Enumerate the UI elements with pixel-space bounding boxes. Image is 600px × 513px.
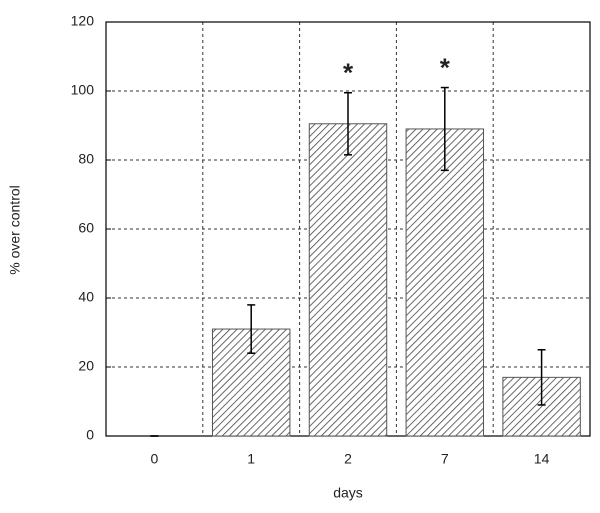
x-tick-label: 14 (534, 451, 550, 467)
bar (308, 123, 388, 437)
x-tick-label: 2 (344, 451, 352, 467)
y-tick-label: 0 (86, 427, 94, 443)
y-tick-label: 120 (71, 13, 95, 29)
x-tick-label: 7 (441, 451, 449, 467)
y-tick-label: 20 (78, 358, 94, 374)
y-tick-label: 80 (78, 151, 94, 167)
y-tick-label: 100 (71, 82, 95, 98)
annotation: * (440, 52, 451, 82)
y-tick-label: 60 (78, 220, 94, 236)
bar (502, 376, 581, 437)
annotation: * (343, 58, 354, 88)
y-axis-label: % over control (7, 185, 23, 274)
y-tick-label: 40 (78, 289, 94, 305)
bar (405, 128, 485, 437)
x-tick-label: 0 (151, 451, 159, 467)
x-tick-label: 1 (247, 451, 255, 467)
x-axis-label: days (333, 485, 363, 501)
